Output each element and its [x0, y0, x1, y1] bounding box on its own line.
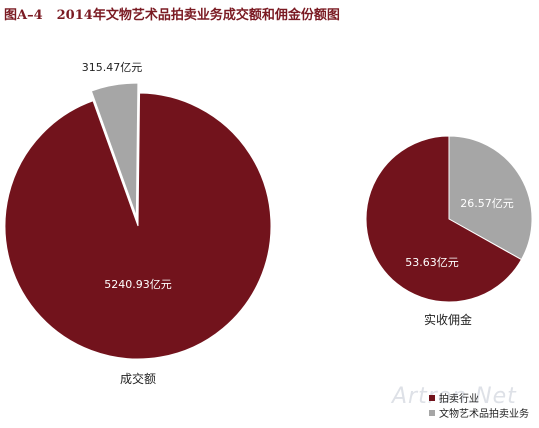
legend-item-cultural-auction: 文物艺术品拍卖业务 — [429, 405, 529, 420]
slice-cultural-auction — [448, 135, 533, 261]
legend: 拍卖行业 文物艺术品拍卖业务 — [429, 390, 529, 420]
slice-cultural-auction — [90, 82, 139, 217]
legend-label: 文物艺术品拍卖业务 — [439, 409, 529, 420]
data-label-auction-industry: 5240.93亿元 — [104, 278, 172, 291]
chart-title: 图A–4 2014年文物艺术品拍卖业务成交额和佣金份额图 — [4, 4, 340, 23]
slice-auction-industry — [365, 135, 523, 303]
data-label-auction-industry: 53.63亿元 — [405, 256, 459, 269]
figure-number: 图A–4 — [4, 8, 43, 23]
slice-auction-industry — [4, 92, 272, 360]
watermark-logo: Artron.Net — [392, 384, 517, 409]
data-label-cultural-auction: 315.47亿元 — [82, 61, 143, 74]
data-label-cultural-auction: 26.57亿元 — [460, 197, 514, 210]
commission-pie: 26.57亿元 53.63亿元 — [365, 135, 533, 303]
turnover-pie: 315.47亿元 5240.93亿元 — [4, 61, 272, 360]
commission-caption: 实收佣金 — [424, 312, 472, 327]
legend-swatch-cultural-auction — [429, 409, 435, 416]
legend-item-auction-industry: 拍卖行业 — [429, 390, 529, 405]
figure-title-text: 2014年文物艺术品拍卖业务成交额和佣金份额图 — [56, 8, 340, 23]
turnover-caption: 成交额 — [120, 371, 156, 386]
legend-swatch-auction-industry — [429, 394, 435, 401]
legend-label: 拍卖行业 — [439, 394, 479, 405]
